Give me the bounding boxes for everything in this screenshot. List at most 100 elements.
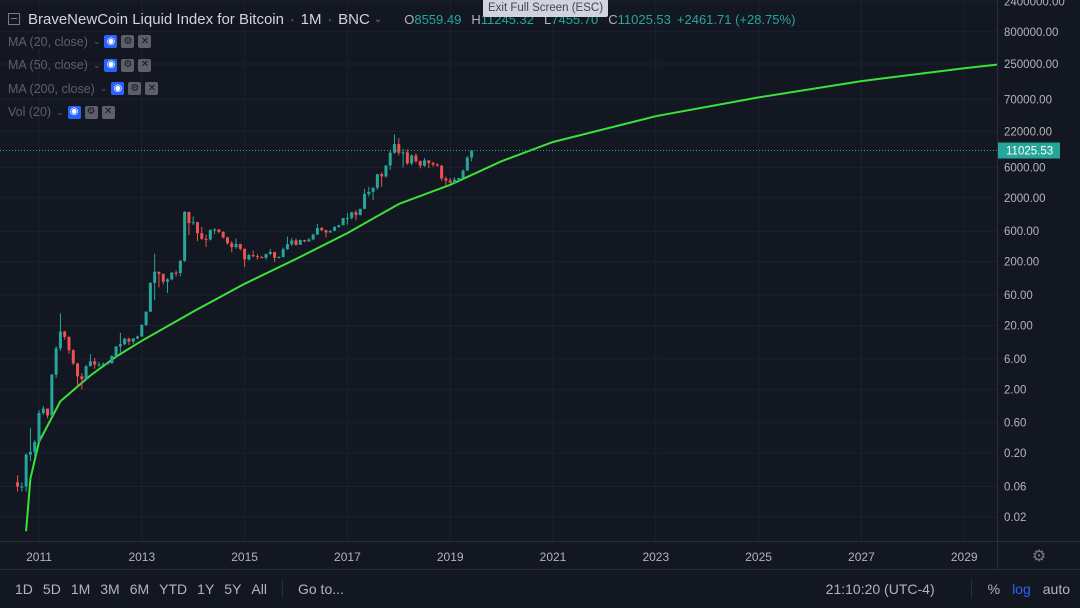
- candle-body: [393, 144, 397, 153]
- candle: [187, 211, 191, 236]
- range-6m[interactable]: 6M: [129, 581, 150, 597]
- time-tick-label: 2011: [26, 550, 52, 564]
- candle: [204, 234, 208, 247]
- study-label[interactable]: Vol (20): [8, 105, 52, 120]
- candle: [440, 164, 444, 181]
- candle-body: [114, 346, 118, 356]
- candle: [191, 216, 195, 226]
- close-value: 11025.53: [617, 11, 671, 27]
- candle: [410, 154, 414, 166]
- candle: [166, 278, 169, 293]
- candle-body: [444, 178, 448, 181]
- chart-pane[interactable]: BraveNewCoin Liquid Index for Bitcoin · …: [0, 0, 997, 541]
- study-ma50[interactable]: MA (50, close) ⌄ ◉ ⚙ ✕: [8, 54, 795, 78]
- candle: [307, 238, 311, 242]
- chevron-down-icon[interactable]: ⌄: [92, 36, 101, 47]
- symbol-title[interactable]: BraveNewCoin Liquid Index for Bitcoin: [28, 10, 284, 28]
- candle-body: [418, 161, 422, 166]
- study-ma200[interactable]: MA (200, close) ⌄ ◉ ⚙ ✕: [8, 77, 795, 101]
- range-all[interactable]: All: [251, 581, 267, 597]
- gear-icon[interactable]: ⚙: [84, 105, 98, 119]
- time-tick-label: 2019: [437, 550, 464, 564]
- time-axis[interactable]: 2011 2013 2015 2017 2019 2021 2023 2025 2027 2029: [0, 541, 997, 569]
- auto-scale-button[interactable]: auto: [1042, 581, 1070, 597]
- interval-label[interactable]: 1M: [300, 10, 322, 28]
- chevron-down-icon[interactable]: ⌄: [56, 106, 64, 117]
- chart-canvas[interactable]: [0, 0, 997, 541]
- candle-body: [294, 240, 298, 245]
- candle-body: [363, 193, 367, 209]
- eye-icon[interactable]: ◉: [104, 58, 118, 72]
- time-tick-label: 2029: [951, 550, 978, 564]
- candle: [255, 254, 259, 260]
- candle: [418, 160, 422, 169]
- close-icon[interactable]: ✕: [138, 35, 152, 49]
- candle-body: [183, 211, 187, 261]
- candle-body: [136, 336, 140, 339]
- close-icon[interactable]: ✕: [138, 58, 152, 72]
- right-tools: 21:10:20 (UTC-4) % log auto: [826, 580, 1080, 598]
- separator-dot: ·: [327, 11, 333, 27]
- candle: [33, 440, 37, 457]
- gear-icon[interactable]: ⚙: [121, 35, 135, 49]
- percent-scale-button[interactable]: %: [987, 581, 1001, 597]
- chevron-down-icon[interactable]: ⌄: [92, 59, 101, 70]
- close-icon[interactable]: ✕: [145, 82, 159, 96]
- candle-body: [174, 272, 178, 274]
- study-label[interactable]: MA (200, close): [8, 81, 95, 96]
- candle-body: [384, 165, 388, 177]
- range-5d[interactable]: 5D: [42, 581, 61, 597]
- price-tick-label: 0.02: [1004, 512, 1026, 524]
- chevron-down-icon[interactable]: ⌄: [99, 83, 108, 94]
- candle-body: [457, 177, 461, 180]
- goto-date-button[interactable]: Go to...: [297, 581, 344, 597]
- candle: [260, 255, 264, 259]
- log-scale-button[interactable]: log: [1012, 581, 1031, 597]
- gear-icon[interactable]: ⚙: [121, 58, 135, 72]
- study-label[interactable]: MA (20, close): [8, 34, 88, 49]
- candle-body: [251, 255, 255, 257]
- range-1y[interactable]: 1Y: [197, 581, 215, 597]
- candle-body: [324, 230, 328, 233]
- candle: [153, 253, 157, 301]
- close-icon[interactable]: ✕: [101, 105, 115, 119]
- candle-body: [157, 271, 161, 274]
- eye-icon[interactable]: ◉: [67, 105, 81, 119]
- candle-body: [127, 338, 131, 342]
- eye-icon[interactable]: ◉: [104, 35, 118, 49]
- candle-body: [166, 279, 169, 282]
- candle-body: [170, 272, 174, 280]
- study-volume[interactable]: Vol (20) ⌄ ◉ ⚙ ✕: [8, 101, 795, 125]
- candle-body: [405, 152, 409, 164]
- gear-icon[interactable]: ⚙: [128, 82, 142, 96]
- candle-body: [264, 254, 268, 258]
- chevron-down-icon[interactable]: ⌄: [373, 13, 383, 25]
- study-label[interactable]: MA (50, close): [8, 58, 88, 73]
- eye-icon[interactable]: ◉: [111, 82, 125, 96]
- range-ytd[interactable]: YTD: [159, 581, 188, 597]
- time-tick-label: 2027: [848, 550, 875, 564]
- candle: [345, 213, 349, 225]
- exchange-label[interactable]: BNC: [338, 10, 370, 28]
- price-axis[interactable]: 2400000.00 800000.00 250000.00 70000.00 2200…: [997, 0, 1080, 541]
- candle: [298, 239, 302, 246]
- candle: [140, 324, 144, 338]
- candle: [225, 236, 229, 245]
- collapse-legend-icon[interactable]: [8, 13, 20, 25]
- range-1m[interactable]: 1M: [70, 581, 91, 597]
- range-5y[interactable]: 5Y: [224, 581, 242, 597]
- candle-body: [67, 336, 71, 351]
- bottom-toolbar: 1D 5D 1M 3M 6M YTD 1Y 5Y All Go to... 21…: [0, 569, 1080, 608]
- chart-settings-corner[interactable]: ⚙: [997, 541, 1080, 569]
- study-ma20[interactable]: MA (20, close) ⌄ ◉ ⚙ ✕: [8, 30, 795, 54]
- range-1d[interactable]: 1D: [15, 581, 33, 597]
- price-tick-label: 2400000.00: [1004, 0, 1065, 8]
- candle: [157, 271, 161, 288]
- candle-body: [290, 240, 294, 245]
- range-3m[interactable]: 3M: [100, 581, 120, 597]
- chart-legend: BraveNewCoin Liquid Index for Bitcoin · …: [8, 8, 795, 124]
- candle-body: [375, 174, 379, 188]
- clock[interactable]: 21:10:20 (UTC-4): [825, 581, 935, 597]
- candle: [264, 253, 268, 260]
- settings-gear-icon[interactable]: ⚙: [1031, 547, 1047, 565]
